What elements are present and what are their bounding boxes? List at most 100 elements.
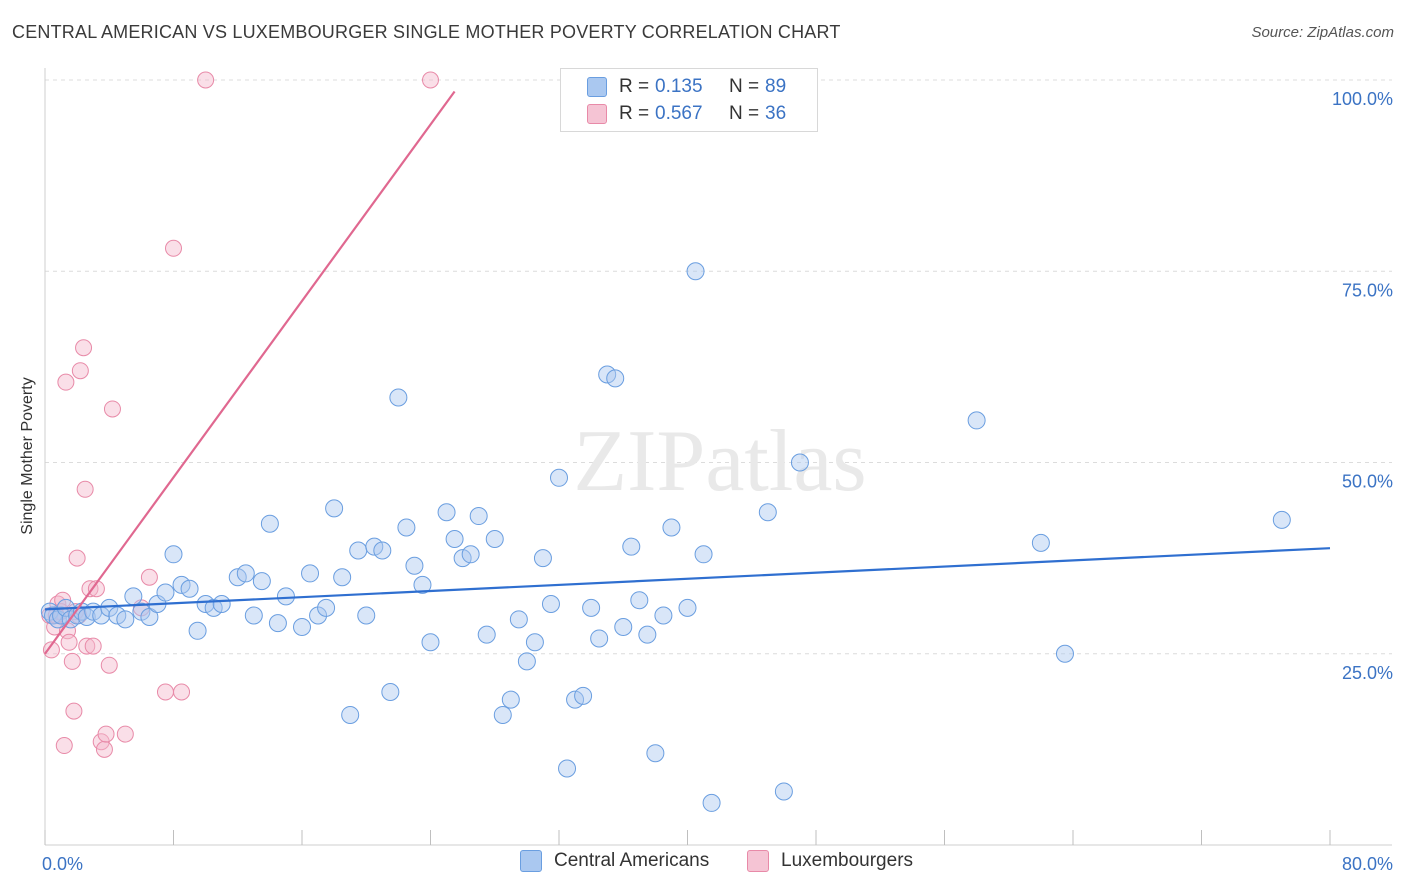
data-point-luxembourgers bbox=[65, 702, 83, 720]
data-point-luxembourgers bbox=[100, 656, 118, 674]
data-point-luxembourgers bbox=[95, 740, 113, 758]
data-point-central-americans bbox=[533, 549, 552, 568]
data-point-central-americans bbox=[381, 683, 400, 701]
chart-title: CENTRAL AMERICAN VS LUXEMBOURGER SINGLE … bbox=[12, 22, 841, 42]
data-point-central-americans bbox=[461, 545, 480, 564]
data-point-central-americans bbox=[582, 598, 601, 617]
legend-row-central-americans: R = 0.135 N = 89 bbox=[587, 74, 786, 100]
data-point-central-americans bbox=[678, 598, 697, 617]
legend-swatch-blue bbox=[587, 77, 607, 97]
legend-item-label: Central Americans bbox=[554, 850, 710, 871]
y-tick-label: 100.0% bbox=[1332, 89, 1393, 109]
stats-legend: R = 0.135 N = 89 R = 0.567 N = 36 bbox=[560, 68, 818, 132]
data-point-luxembourgers bbox=[55, 737, 73, 755]
data-point-central-americans bbox=[774, 782, 793, 801]
data-point-central-americans bbox=[630, 591, 649, 610]
legend-n-label: N = bbox=[729, 103, 760, 124]
data-point-central-americans bbox=[164, 545, 183, 564]
data-point-central-americans bbox=[268, 614, 287, 633]
x-tick-label: 80.0% bbox=[1342, 854, 1393, 874]
legend-n-label: N = bbox=[729, 76, 760, 97]
data-point-central-americans bbox=[301, 564, 320, 583]
data-point-luxembourgers bbox=[78, 637, 96, 655]
series-legend: Central Americans Luxembourgers bbox=[0, 850, 1406, 878]
y-tick-label: 50.0% bbox=[1342, 472, 1393, 492]
data-point-central-americans bbox=[477, 625, 496, 644]
data-point-central-americans bbox=[333, 568, 352, 587]
data-point-luxembourgers bbox=[63, 652, 81, 670]
data-point-central-americans bbox=[1272, 510, 1291, 529]
data-point-central-americans bbox=[276, 587, 295, 606]
data-point-central-americans bbox=[493, 705, 512, 724]
grid bbox=[45, 79, 1392, 655]
data-point-central-americans bbox=[662, 518, 681, 537]
data-point-central-americans bbox=[558, 759, 577, 778]
data-point-central-americans bbox=[541, 595, 560, 614]
data-point-luxembourgers bbox=[42, 641, 60, 659]
data-point-central-americans bbox=[485, 530, 504, 548]
data-point-luxembourgers bbox=[84, 637, 102, 655]
data-point-luxembourgers bbox=[71, 362, 89, 380]
data-point-central-americans bbox=[967, 411, 986, 430]
legend-swatch-blue bbox=[520, 850, 542, 872]
data-point-central-americans bbox=[517, 652, 536, 671]
data-point-central-americans bbox=[252, 572, 271, 591]
data-point-central-americans bbox=[124, 587, 143, 606]
legend-n-value: 89 bbox=[765, 76, 787, 97]
data-point-luxembourgers bbox=[140, 568, 158, 586]
luxembourgers-points bbox=[41, 71, 439, 758]
central-americans-points bbox=[40, 262, 1291, 812]
data-point-luxembourgers bbox=[68, 549, 86, 567]
trend-lines bbox=[44, 90, 1331, 655]
x-tick-label: 0.0% bbox=[42, 854, 83, 874]
data-point-central-americans bbox=[758, 503, 777, 522]
y-tick-label: 75.0% bbox=[1342, 280, 1393, 300]
data-point-central-americans bbox=[437, 503, 456, 522]
data-point-central-americans bbox=[188, 621, 207, 640]
data-point-luxembourgers bbox=[97, 725, 115, 743]
data-point-central-americans bbox=[236, 564, 255, 583]
data-point-central-americans bbox=[509, 610, 528, 629]
legend-n-value: 36 bbox=[765, 103, 787, 124]
data-point-central-americans bbox=[244, 606, 263, 625]
source-label: Source: ZipAtlas.com bbox=[1251, 24, 1394, 41]
legend-r-label: R = bbox=[619, 103, 650, 124]
trend-line-central-americans bbox=[44, 547, 1331, 611]
data-point-luxembourgers bbox=[156, 683, 174, 701]
data-point-central-americans bbox=[550, 468, 568, 487]
data-point-central-americans bbox=[180, 579, 199, 598]
legend-swatch-pink bbox=[587, 104, 607, 124]
data-point-central-americans bbox=[694, 545, 713, 564]
data-point-central-americans bbox=[590, 629, 609, 648]
legend-item-luxembourgers[interactable]: Luxembourgers bbox=[747, 850, 913, 872]
data-point-luxembourgers bbox=[103, 400, 121, 418]
legend-row-luxembourgers: R = 0.567 N = 36 bbox=[587, 101, 786, 127]
data-point-central-americans bbox=[1055, 644, 1074, 663]
data-point-luxembourgers bbox=[197, 71, 215, 89]
legend-item-central-americans[interactable]: Central Americans bbox=[520, 850, 709, 872]
data-point-luxembourgers bbox=[60, 633, 78, 651]
legend-r-value: 0.135 bbox=[655, 76, 703, 97]
tick-labels: 25.0% 50.0% 75.0% 100.0% 0.0% 80.0% bbox=[42, 89, 1393, 874]
data-point-central-americans bbox=[349, 541, 368, 560]
legend-item-label: Luxembourgers bbox=[781, 850, 914, 871]
data-point-luxembourgers bbox=[75, 339, 93, 357]
data-point-luxembourgers bbox=[422, 71, 439, 89]
data-point-central-americans bbox=[614, 617, 633, 636]
data-point-central-americans bbox=[469, 507, 488, 526]
data-point-central-americans bbox=[445, 530, 464, 548]
data-point-central-americans bbox=[638, 625, 657, 644]
data-point-central-americans bbox=[293, 617, 311, 636]
data-point-central-americans bbox=[389, 388, 408, 407]
axes bbox=[44, 68, 1392, 846]
data-point-central-americans bbox=[357, 606, 376, 625]
y-axis-label: Single Mother Poverty bbox=[19, 377, 36, 535]
legend-swatch-pink bbox=[747, 850, 769, 872]
data-point-central-americans bbox=[116, 610, 135, 629]
watermark: ZIPatlas bbox=[573, 413, 866, 510]
data-point-central-americans bbox=[156, 583, 175, 602]
data-point-central-americans bbox=[654, 606, 673, 625]
data-point-luxembourgers bbox=[76, 480, 94, 498]
data-point-central-americans bbox=[373, 541, 392, 560]
